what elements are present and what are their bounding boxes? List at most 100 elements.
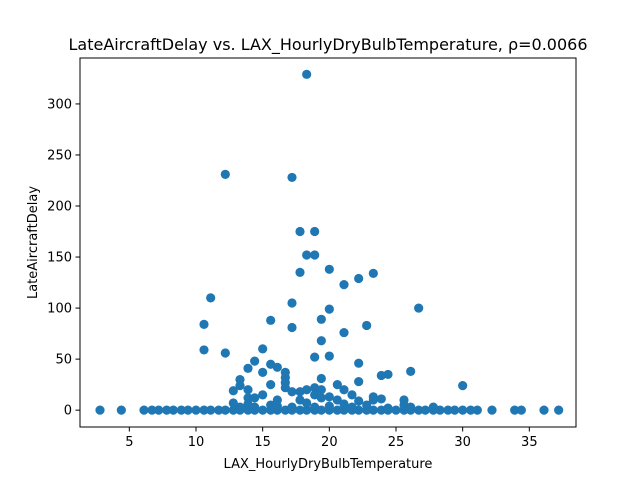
data-point — [428, 402, 438, 412]
data-point — [368, 395, 378, 405]
data-point — [443, 405, 453, 415]
data-point — [466, 405, 476, 415]
data-point — [250, 356, 260, 366]
chart-title: LateAircraftDelay vs. LAX_HourlyDryBulbT… — [69, 35, 588, 55]
data-point — [332, 380, 342, 390]
data-point — [324, 351, 334, 361]
data-point — [302, 405, 312, 415]
data-point — [316, 385, 326, 395]
data-point — [339, 399, 349, 409]
x-axis-ticks: 5 10 15 20 25 30 35 — [125, 427, 538, 450]
x-tick-label: 35 — [521, 435, 538, 450]
data-point — [258, 367, 268, 377]
data-point — [310, 352, 320, 362]
x-tick-label: 10 — [188, 435, 205, 450]
data-point — [554, 405, 564, 415]
data-point — [316, 373, 326, 384]
data-points — [95, 69, 564, 415]
data-point — [214, 405, 224, 415]
data-point — [362, 320, 372, 331]
data-point — [287, 322, 297, 333]
data-point — [354, 273, 364, 284]
data-point — [154, 405, 164, 415]
data-point — [250, 402, 260, 412]
x-tick-label: 25 — [388, 435, 405, 450]
data-point — [339, 385, 349, 395]
x-tick-label: 5 — [125, 435, 133, 450]
data-point — [316, 336, 326, 346]
data-point — [258, 390, 268, 400]
data-point — [302, 250, 312, 260]
data-point — [316, 314, 326, 324]
data-point — [266, 380, 276, 390]
data-point — [354, 358, 364, 368]
data-point — [310, 226, 320, 237]
data-point — [235, 402, 245, 412]
data-point — [295, 405, 305, 415]
data-point — [228, 386, 238, 396]
data-point — [287, 402, 297, 412]
data-point — [324, 401, 334, 411]
data-point — [324, 304, 334, 314]
data-point — [295, 226, 305, 237]
data-point — [258, 405, 268, 415]
data-point — [420, 405, 430, 415]
data-point — [272, 401, 282, 411]
data-point — [516, 405, 526, 415]
data-point — [332, 395, 342, 405]
data-point — [414, 405, 424, 415]
data-point — [176, 405, 186, 415]
y-axis-ticks: 0 50 100 150 200 250 300 — [47, 97, 80, 419]
data-point — [406, 402, 416, 412]
data-point — [339, 280, 349, 290]
y-tick-label: 50 — [55, 353, 72, 368]
y-tick-label: 250 — [47, 148, 72, 163]
data-point — [487, 405, 497, 415]
data-point — [139, 405, 149, 415]
data-point — [339, 327, 349, 338]
data-point — [206, 405, 216, 415]
data-point — [206, 293, 216, 303]
data-point — [199, 319, 209, 330]
data-point — [302, 385, 312, 395]
data-point — [324, 392, 334, 402]
data-point — [243, 363, 253, 373]
data-point — [302, 69, 312, 79]
data-point — [168, 405, 178, 415]
x-axis-label: LAX_HourlyDryBulbTemperature — [224, 457, 433, 472]
data-point — [310, 402, 320, 412]
data-point — [347, 390, 357, 400]
data-point — [280, 383, 290, 393]
data-point — [391, 405, 401, 415]
data-point — [316, 393, 326, 403]
x-tick-label: 15 — [254, 435, 271, 450]
data-point — [472, 405, 482, 415]
plot-area-frame — [79, 57, 577, 428]
data-point — [250, 393, 260, 403]
data-point — [258, 344, 268, 354]
data-point — [539, 405, 549, 415]
data-point — [458, 405, 468, 415]
data-point — [332, 405, 342, 415]
data-point — [235, 381, 245, 391]
y-tick-label: 200 — [47, 200, 72, 215]
data-point — [347, 402, 357, 412]
data-point — [354, 376, 364, 387]
x-tick-label: 20 — [321, 435, 338, 450]
y-tick-label: 300 — [47, 97, 72, 112]
x-tick-label: 30 — [454, 435, 471, 450]
data-point — [220, 169, 230, 179]
data-point — [383, 403, 393, 413]
data-point — [362, 400, 372, 410]
data-point — [406, 366, 416, 376]
data-point — [450, 405, 460, 415]
data-point — [295, 267, 305, 277]
data-point — [287, 387, 297, 397]
data-point — [287, 298, 297, 308]
data-point — [458, 381, 468, 391]
data-point — [414, 303, 424, 313]
data-point — [220, 348, 230, 358]
data-point — [243, 385, 253, 395]
y-tick-label: 0 — [64, 404, 72, 419]
